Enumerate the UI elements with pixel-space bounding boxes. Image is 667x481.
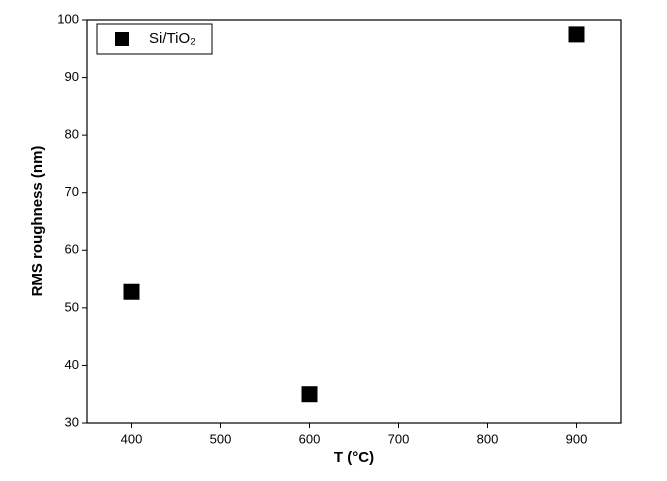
x-tick-label: 900 bbox=[566, 431, 588, 446]
x-axis-label: T (°C) bbox=[334, 449, 374, 466]
marker bbox=[301, 386, 318, 403]
y-tick-label: 90 bbox=[65, 69, 79, 84]
plot-frame bbox=[86, 19, 622, 424]
x-tick-label: 700 bbox=[388, 431, 410, 446]
y-tick-label: 60 bbox=[65, 242, 79, 257]
x-tick-label: 400 bbox=[121, 431, 143, 446]
y-tick-label: 100 bbox=[57, 11, 79, 26]
x-tick-label: 600 bbox=[299, 431, 321, 446]
y-tick-label: 40 bbox=[65, 357, 79, 372]
legend-label: Si/TiO₂ bbox=[149, 30, 196, 47]
y-tick-label: 50 bbox=[65, 299, 79, 314]
x-tick-label: 800 bbox=[477, 431, 499, 446]
marker bbox=[123, 283, 140, 300]
x-tick-label: 500 bbox=[210, 431, 232, 446]
marker bbox=[568, 26, 585, 43]
y-tick-label: 70 bbox=[65, 184, 79, 199]
y-tick-label: 30 bbox=[65, 414, 79, 429]
legend-marker bbox=[115, 32, 129, 46]
y-tick-label: 80 bbox=[65, 127, 79, 142]
y-axis-label: RMS roughness (nm) bbox=[29, 146, 46, 297]
